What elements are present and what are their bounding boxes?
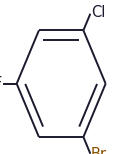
Text: Br: Br xyxy=(91,147,107,154)
Text: F: F xyxy=(0,76,2,91)
Text: Cl: Cl xyxy=(91,5,105,20)
